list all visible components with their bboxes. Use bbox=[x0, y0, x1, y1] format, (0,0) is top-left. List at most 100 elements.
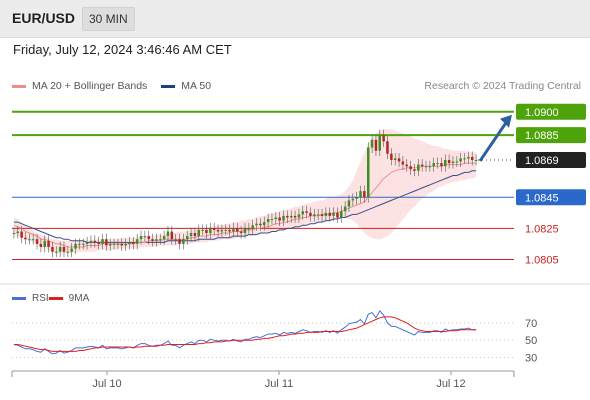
candle bbox=[228, 229, 231, 232]
candle bbox=[382, 135, 385, 142]
candle bbox=[82, 243, 85, 245]
candle bbox=[282, 215, 285, 221]
projection-arrow bbox=[478, 121, 508, 162]
candle bbox=[374, 139, 378, 151]
candle bbox=[132, 242, 135, 244]
candle bbox=[363, 191, 366, 198]
rsi-swatch bbox=[12, 297, 26, 300]
candle bbox=[436, 163, 439, 165]
candle bbox=[101, 239, 104, 244]
candle bbox=[424, 166, 428, 168]
candle bbox=[159, 239, 162, 241]
candle bbox=[105, 239, 108, 246]
candle bbox=[186, 236, 189, 240]
candle bbox=[417, 164, 420, 171]
candle bbox=[70, 248, 73, 252]
candle bbox=[270, 219, 274, 220]
resistance-label-1-bg bbox=[516, 103, 586, 120]
source-credit: Research © 2024 Trading Central bbox=[424, 80, 581, 92]
candle bbox=[278, 217, 281, 221]
candle bbox=[151, 239, 154, 241]
candle bbox=[31, 239, 35, 241]
candle bbox=[174, 239, 177, 241]
bollinger-band-area bbox=[13, 128, 477, 254]
candle bbox=[112, 243, 116, 245]
ma20-swatch bbox=[12, 84, 26, 88]
timestamp-label: Friday, July 12, 2024 3:46:46 AM CET bbox=[13, 42, 232, 57]
candle bbox=[220, 229, 224, 232]
candle bbox=[243, 228, 247, 234]
x-tick-label: Jul 12 bbox=[436, 378, 465, 390]
candle bbox=[274, 217, 278, 220]
candle bbox=[471, 156, 474, 160]
rsi-legend-label: RSI bbox=[32, 293, 49, 304]
projection-arrow-head bbox=[500, 114, 512, 128]
candle bbox=[178, 239, 181, 244]
candle bbox=[55, 251, 58, 253]
candle bbox=[328, 212, 331, 216]
candle bbox=[97, 242, 100, 244]
rsi-ma-swatch bbox=[48, 297, 63, 300]
candle bbox=[232, 228, 235, 232]
candle bbox=[193, 233, 197, 237]
candle bbox=[293, 215, 297, 218]
candle bbox=[393, 158, 397, 160]
candle bbox=[297, 214, 301, 218]
candle bbox=[444, 160, 447, 167]
candle bbox=[143, 236, 147, 238]
candle bbox=[197, 229, 200, 237]
candle bbox=[432, 163, 435, 167]
candle bbox=[74, 243, 77, 249]
candle bbox=[24, 237, 27, 240]
rsi-legend: RSI 9MA bbox=[12, 293, 89, 304]
candle bbox=[447, 160, 451, 164]
candle bbox=[397, 158, 401, 162]
candle bbox=[378, 135, 381, 151]
candle bbox=[401, 161, 405, 165]
candle bbox=[35, 239, 39, 244]
support-label-1: 1.0825 bbox=[525, 223, 559, 235]
candle bbox=[336, 212, 339, 218]
candle bbox=[343, 206, 347, 212]
candle bbox=[224, 229, 227, 231]
candle bbox=[351, 198, 355, 201]
candle bbox=[251, 225, 254, 229]
candle bbox=[286, 215, 289, 218]
candle bbox=[239, 231, 243, 234]
candle bbox=[290, 215, 293, 218]
candle bbox=[216, 229, 220, 232]
candle bbox=[451, 161, 455, 164]
candle bbox=[166, 231, 170, 237]
candle bbox=[313, 214, 316, 216]
candle bbox=[182, 239, 185, 244]
rsi-line bbox=[13, 310, 477, 355]
candle bbox=[320, 214, 324, 216]
currency-pair-title: EUR/USD bbox=[12, 10, 76, 26]
candle bbox=[390, 153, 393, 160]
resistance-label-1: 1.0900 bbox=[525, 107, 559, 119]
candle bbox=[463, 158, 466, 160]
candle bbox=[39, 243, 43, 247]
timeframe-badge[interactable]: 30 MIN bbox=[82, 7, 135, 31]
candle bbox=[78, 243, 81, 245]
pivot-label-bg bbox=[516, 189, 586, 206]
candle bbox=[43, 240, 46, 247]
candle bbox=[66, 251, 70, 253]
pivot-label: 1.0845 bbox=[525, 192, 559, 204]
candle bbox=[47, 240, 50, 247]
candle bbox=[28, 239, 31, 241]
x-tick-label: Jul 10 bbox=[92, 378, 121, 390]
candle bbox=[109, 243, 112, 246]
support-label-2: 1.0805 bbox=[525, 254, 559, 266]
x-tick-label: Jul 11 bbox=[265, 378, 294, 390]
chart-header: EUR/USD 30 MIN bbox=[0, 0, 590, 38]
candle bbox=[124, 243, 127, 246]
candle bbox=[128, 242, 131, 244]
candle bbox=[139, 236, 143, 240]
candle bbox=[62, 247, 66, 252]
candle bbox=[205, 229, 208, 233]
candle bbox=[16, 231, 19, 234]
candle bbox=[58, 247, 62, 252]
ma50-swatch bbox=[161, 84, 176, 88]
